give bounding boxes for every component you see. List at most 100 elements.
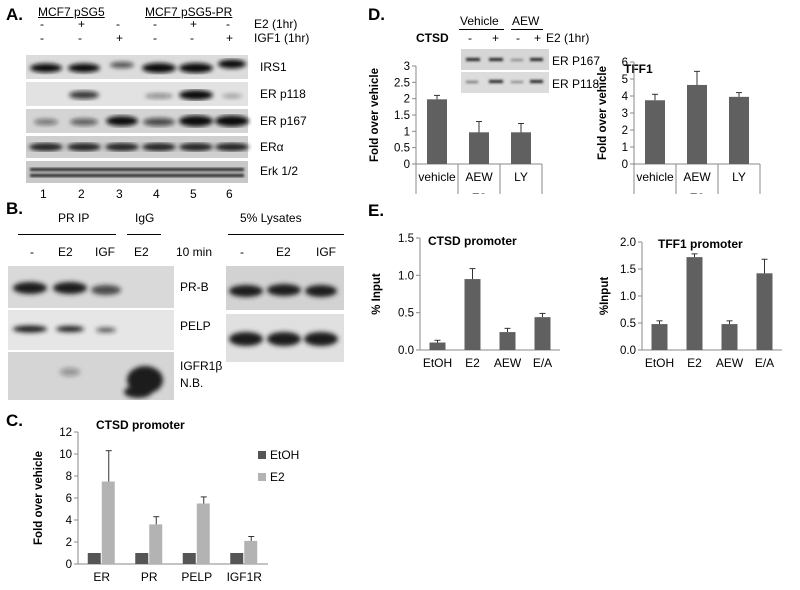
bar bbox=[427, 99, 447, 164]
chart-d-tff1: TFF1 Fold over vehicle 0 1 2 3 4 5 6 vehicle AEW LY… bbox=[597, 57, 761, 194]
y-tick-label: 2.5 bbox=[394, 77, 410, 89]
bar bbox=[534, 317, 551, 350]
panel-b-lysate-blot bbox=[226, 266, 344, 362]
x-tick-label: PR bbox=[141, 570, 158, 584]
y-tick-label: 2 bbox=[404, 94, 410, 106]
lane-number: 1 bbox=[40, 187, 47, 201]
x-tick-label: IGF1R bbox=[227, 570, 263, 584]
y-axis-label: Fold over vehicle bbox=[33, 451, 45, 545]
x-tick-label: E2 bbox=[687, 356, 702, 370]
panel-b-ip-blot bbox=[8, 266, 174, 400]
x-tick-label: AEW bbox=[716, 356, 744, 370]
lane-number: 2 bbox=[78, 187, 85, 201]
time-label: 10 min bbox=[176, 245, 213, 259]
bar bbox=[721, 324, 738, 350]
y-tick-label: 0.5 bbox=[398, 308, 414, 320]
ip-lane-1: - bbox=[30, 245, 34, 259]
bar bbox=[645, 100, 665, 164]
y-tick-label: 3 bbox=[622, 108, 628, 120]
y-tick-label: 5 bbox=[622, 74, 628, 86]
y-tick-label: 2 bbox=[622, 125, 628, 137]
band-igfr1b: IGFR1β bbox=[180, 359, 223, 373]
ip-lane-3: IGF bbox=[95, 245, 115, 259]
e2-row-label: E2 (1hr) bbox=[254, 17, 298, 31]
y-tick-label: 1.0 bbox=[620, 291, 636, 303]
panel-e-label: E. bbox=[368, 201, 385, 220]
y-tick-label: 0.5 bbox=[620, 318, 636, 330]
igg-lane: E2 bbox=[134, 245, 149, 259]
x-tick-label: AEW bbox=[494, 356, 522, 370]
panel-b-label: B. bbox=[6, 199, 23, 218]
y-tick-label: 0.0 bbox=[620, 345, 636, 357]
band-pelp: PELP bbox=[180, 319, 211, 333]
band-pr-b: PR-B bbox=[180, 280, 209, 294]
bar bbox=[687, 84, 707, 164]
y-tick-label: 8 bbox=[66, 471, 72, 483]
lane-number: 5 bbox=[190, 187, 197, 201]
y-axis-label: %Input bbox=[599, 277, 611, 315]
y-tick-label: 10 bbox=[59, 449, 72, 461]
vehicle-line bbox=[459, 29, 504, 30]
lys-lane-2: E2 bbox=[276, 245, 291, 259]
panel-c-label: C. bbox=[6, 411, 23, 430]
y-tick-label: 2 bbox=[66, 537, 72, 549]
y-tick-label: 1 bbox=[404, 126, 410, 138]
igf-sign: - bbox=[153, 31, 157, 45]
y-tick-label: 0.0 bbox=[398, 345, 414, 357]
x-tick-label: LY bbox=[732, 170, 746, 184]
igf-row-label: IGF1 (1hr) bbox=[254, 31, 310, 45]
legend-swatch bbox=[258, 473, 266, 481]
bar bbox=[244, 540, 258, 564]
y-axis-label: Fold over vehicle bbox=[369, 68, 381, 162]
lysates-line bbox=[228, 234, 344, 235]
e2-sign: - bbox=[116, 17, 120, 31]
legend-swatch bbox=[258, 451, 266, 459]
lys-lane-3: IGF bbox=[316, 245, 336, 259]
chart-title: TFF1 bbox=[624, 62, 653, 76]
d-band-p118: ER P118 bbox=[552, 77, 600, 91]
y-tick-label: 2.0 bbox=[620, 237, 636, 249]
bar bbox=[651, 324, 668, 350]
y-axis-label: Fold over vehicle bbox=[597, 66, 609, 160]
group-label: E2 bbox=[472, 191, 487, 194]
e2-sign: - bbox=[226, 17, 230, 31]
d-e2-label: E2 (1hr) bbox=[546, 31, 590, 45]
d-sign-2: + bbox=[492, 31, 500, 45]
x-tick-label: AEW bbox=[465, 170, 493, 184]
bar bbox=[149, 524, 163, 564]
chart-title: CTSD promoter bbox=[96, 418, 185, 432]
aew-label: AEW bbox=[512, 14, 540, 28]
band-label: ER p118 bbox=[260, 87, 306, 101]
x-tick-label: ER bbox=[93, 570, 110, 584]
x-tick-label: PELP bbox=[181, 570, 212, 584]
chart-e-tff1: TFF1 promoter %Input 0.0 0.5 1.0 1.5 2.0 EtOH E2… bbox=[599, 237, 782, 370]
bar bbox=[469, 132, 489, 164]
y-tick-label: 0 bbox=[66, 559, 72, 571]
x-tick-label: vehicle bbox=[636, 170, 674, 184]
igf-sign: + bbox=[116, 31, 124, 45]
y-tick-label: 6 bbox=[66, 493, 72, 505]
panel-a-label: A. bbox=[6, 5, 23, 24]
group1-label: MCF7 pSG5 bbox=[38, 5, 105, 19]
d-sign-1: - bbox=[468, 31, 472, 45]
x-tick-label: EtOH bbox=[645, 356, 674, 370]
d-sign-4: + bbox=[534, 31, 542, 45]
y-tick-label: 1.5 bbox=[398, 233, 414, 245]
bar bbox=[182, 553, 196, 564]
y-tick-label: 1.5 bbox=[620, 264, 636, 276]
e2-sign: - bbox=[153, 17, 157, 31]
x-tick-label: AEW bbox=[683, 170, 711, 184]
x-tick-label: E2 bbox=[465, 356, 480, 370]
y-tick-label: 0.5 bbox=[394, 143, 410, 155]
lysates-label: 5% Lysates bbox=[240, 211, 302, 225]
chart-c: CTSD promoter Fold over vehicle 0 2 4 6 8 10 12 E… bbox=[33, 418, 299, 584]
pr-ip-label: PR IP bbox=[58, 211, 90, 225]
nb-label: N.B. bbox=[180, 376, 204, 390]
lys-lane-1: - bbox=[240, 245, 244, 259]
y-axis-label: % Input bbox=[371, 273, 383, 315]
igg-label: IgG bbox=[135, 211, 155, 225]
igg-line bbox=[127, 234, 161, 235]
aew-line bbox=[511, 29, 543, 30]
bar bbox=[511, 132, 531, 164]
chart-d-ctsd: Fold over vehicle 0 0.5 1 1.5 2 2.5 3 vehicle AEW… bbox=[369, 61, 543, 194]
